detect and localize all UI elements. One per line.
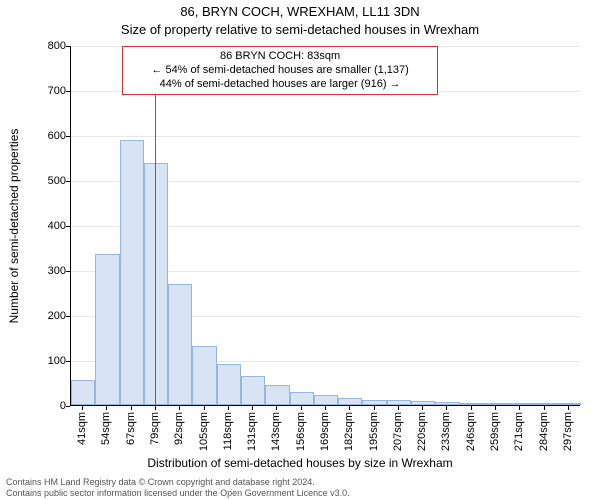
footer-line-2: Contains public sector information licen… bbox=[6, 488, 594, 498]
histogram-bar bbox=[168, 284, 192, 406]
y-axis-label: Number of semi-detached properties bbox=[7, 129, 21, 324]
histogram-bar bbox=[338, 398, 362, 405]
y-tick-mark bbox=[66, 406, 70, 407]
x-tick-label: 143sqm bbox=[270, 412, 282, 451]
x-tick-mark bbox=[276, 406, 277, 410]
histogram-bar bbox=[532, 403, 556, 405]
x-tick-label: 207sqm bbox=[392, 412, 404, 451]
annotation-line-2: ← 54% of semi-detached houses are smalle… bbox=[129, 64, 431, 78]
x-tick-label: 131sqm bbox=[246, 412, 258, 451]
x-tick-mark bbox=[374, 406, 375, 410]
y-tick-label: 600 bbox=[48, 130, 66, 142]
x-tick-label: 79sqm bbox=[149, 412, 161, 445]
x-tick-label: 41sqm bbox=[76, 412, 88, 445]
x-tick-mark bbox=[422, 406, 423, 410]
y-tick-label: 0 bbox=[60, 400, 66, 412]
x-tick-mark bbox=[179, 406, 180, 410]
chart-title-address: 86, BRYN COCH, WREXHAM, LL11 3DN bbox=[0, 4, 600, 19]
x-tick-label: 67sqm bbox=[125, 412, 137, 445]
histogram-bar bbox=[192, 346, 216, 405]
x-tick-label: 169sqm bbox=[319, 412, 331, 451]
x-tick-mark bbox=[131, 406, 132, 410]
x-tick-label: 54sqm bbox=[100, 412, 112, 445]
x-tick-label: 246sqm bbox=[465, 412, 477, 451]
y-tick-label: 100 bbox=[48, 355, 66, 367]
x-tick-mark bbox=[446, 406, 447, 410]
footer-line-1: Contains HM Land Registry data © Crown c… bbox=[6, 477, 594, 487]
x-tick-mark bbox=[519, 406, 520, 410]
x-tick-mark bbox=[82, 406, 83, 410]
histogram-bar bbox=[290, 392, 314, 406]
histogram-bar bbox=[120, 140, 144, 406]
x-tick-label: 118sqm bbox=[222, 412, 234, 450]
histogram-bar bbox=[265, 385, 289, 405]
y-tick-label: 800 bbox=[48, 40, 66, 52]
x-tick-label: 284sqm bbox=[538, 412, 550, 451]
x-tick-label: 233sqm bbox=[440, 412, 452, 451]
y-tick-label: 400 bbox=[48, 220, 66, 232]
histogram-bar bbox=[387, 400, 411, 405]
y-tick-label: 200 bbox=[48, 310, 66, 322]
x-tick-mark bbox=[155, 406, 156, 410]
histogram-bar bbox=[508, 403, 532, 405]
x-tick-label: 220sqm bbox=[416, 412, 428, 451]
annotation-box: 86 BRYN COCH: 83sqm ← 54% of semi-detach… bbox=[122, 46, 438, 95]
histogram-bar bbox=[484, 403, 508, 405]
histogram-bar bbox=[362, 400, 386, 405]
x-tick-mark bbox=[349, 406, 350, 410]
x-tick-mark bbox=[544, 406, 545, 410]
x-tick-mark bbox=[398, 406, 399, 410]
chart-container: 86, BRYN COCH, WREXHAM, LL11 3DN Size of… bbox=[0, 0, 600, 500]
x-tick-label: 182sqm bbox=[343, 412, 355, 451]
histogram-bar bbox=[71, 380, 95, 405]
chart-subtitle: Size of property relative to semi-detach… bbox=[0, 22, 600, 37]
histogram-bars bbox=[71, 46, 580, 405]
x-tick-label: 271sqm bbox=[513, 412, 525, 451]
annotation-line-3: 44% of semi-detached houses are larger (… bbox=[129, 78, 431, 92]
x-tick-mark bbox=[301, 406, 302, 410]
reference-line bbox=[155, 46, 156, 405]
x-tick-label: 259sqm bbox=[489, 412, 501, 451]
x-tick-mark bbox=[252, 406, 253, 410]
plot-area: 86 BRYN COCH: 83sqm ← 54% of semi-detach… bbox=[70, 46, 580, 406]
x-tick-label: 156sqm bbox=[295, 412, 307, 451]
histogram-bar bbox=[217, 364, 241, 405]
histogram-bar bbox=[241, 376, 265, 405]
x-tick-mark bbox=[106, 406, 107, 410]
y-tick-label: 500 bbox=[48, 175, 66, 187]
x-tick-mark bbox=[228, 406, 229, 410]
x-tick-mark bbox=[568, 406, 569, 410]
y-tick-label: 700 bbox=[48, 85, 66, 97]
x-tick-label: 297sqm bbox=[562, 412, 574, 451]
histogram-bar bbox=[460, 403, 484, 405]
x-tick-label: 105sqm bbox=[198, 412, 210, 451]
annotation-line-1: 86 BRYN COCH: 83sqm bbox=[129, 50, 431, 64]
x-tick-label: 195sqm bbox=[368, 412, 380, 451]
x-tick-mark bbox=[325, 406, 326, 410]
histogram-bar bbox=[314, 395, 338, 405]
histogram-bar bbox=[435, 402, 459, 405]
histogram-bar bbox=[557, 403, 581, 405]
x-tick-mark bbox=[495, 406, 496, 410]
histogram-bar bbox=[411, 401, 435, 405]
x-tick-mark bbox=[204, 406, 205, 410]
histogram-bar bbox=[95, 254, 119, 405]
footer-attribution: Contains HM Land Registry data © Crown c… bbox=[6, 477, 594, 498]
x-tick-label: 92sqm bbox=[173, 412, 185, 445]
x-tick-mark bbox=[471, 406, 472, 410]
x-axis-label: Distribution of semi-detached houses by … bbox=[0, 456, 600, 470]
y-tick-label: 300 bbox=[48, 265, 66, 277]
